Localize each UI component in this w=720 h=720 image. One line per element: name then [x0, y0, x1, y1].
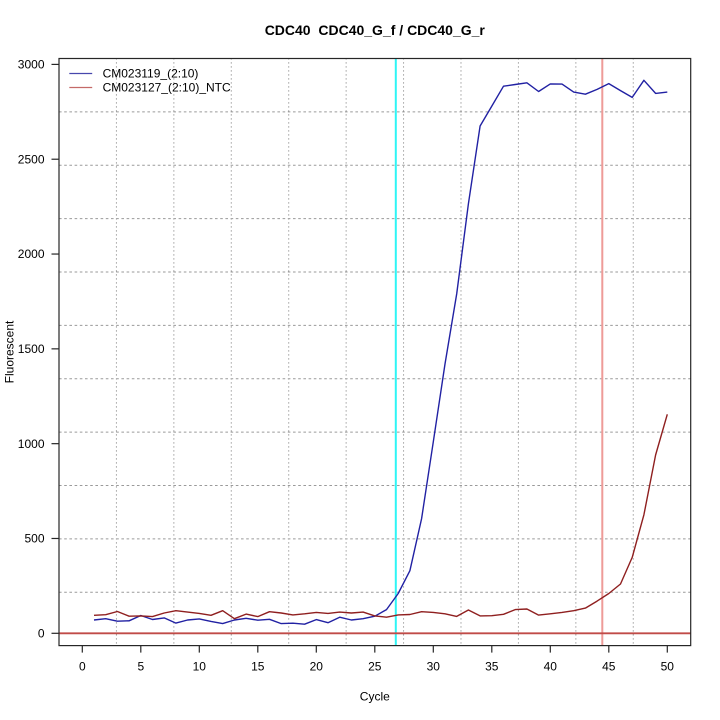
svg-text:0: 0 [38, 627, 45, 641]
svg-text:CM023127_(2:10)_NTC: CM023127_(2:10)_NTC [103, 81, 231, 95]
svg-text:1500: 1500 [18, 342, 45, 356]
svg-text:Fluorescent: Fluorescent [3, 320, 17, 383]
svg-text:35: 35 [485, 660, 499, 674]
svg-text:CM023119_(2:10): CM023119_(2:10) [103, 67, 199, 81]
svg-text:CDC40 CDC40_G_f / CDC40_G_r: CDC40 CDC40_G_f / CDC40_G_r [265, 22, 486, 38]
svg-text:Cycle: Cycle [360, 690, 390, 704]
svg-text:500: 500 [24, 532, 44, 546]
svg-text:45: 45 [602, 660, 616, 674]
svg-text:0: 0 [79, 660, 86, 674]
svg-text:3000: 3000 [18, 58, 45, 72]
svg-text:25: 25 [368, 660, 382, 674]
svg-text:2500: 2500 [18, 152, 45, 166]
svg-text:15: 15 [251, 660, 265, 674]
svg-text:10: 10 [193, 660, 207, 674]
svg-text:2000: 2000 [18, 247, 45, 261]
svg-text:1000: 1000 [18, 437, 45, 451]
svg-text:50: 50 [661, 660, 675, 674]
svg-text:40: 40 [544, 660, 558, 674]
svg-text:20: 20 [310, 660, 324, 674]
svg-text:5: 5 [137, 660, 144, 674]
svg-text:30: 30 [427, 660, 441, 674]
